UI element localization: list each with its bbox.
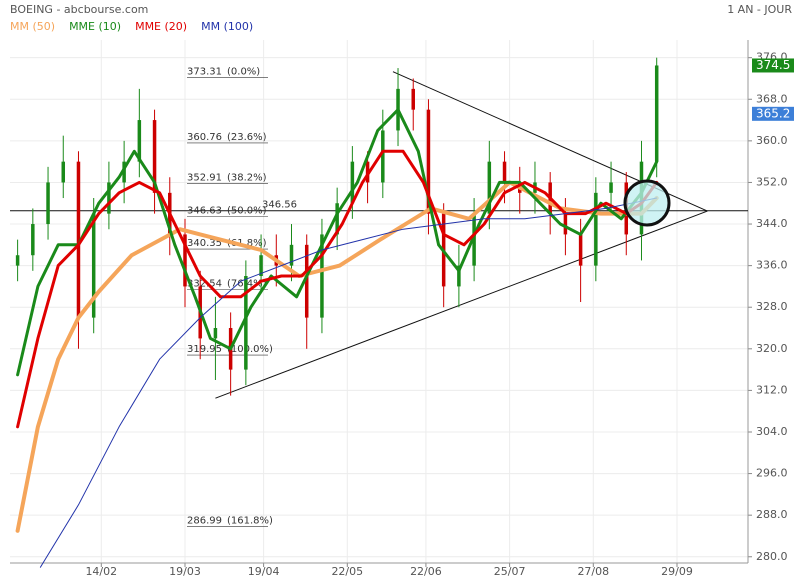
candle-body xyxy=(213,328,218,339)
candle-body xyxy=(61,161,66,183)
x-tick-label: 25/07 xyxy=(494,565,526,578)
candle-body xyxy=(502,161,507,183)
candle-body xyxy=(31,224,35,256)
y-tick-label: 280.0 xyxy=(756,550,788,563)
y-tick-label: 320.0 xyxy=(756,342,788,355)
legend-entry: MME (10) xyxy=(69,20,121,33)
candle-body xyxy=(259,255,263,277)
fib-ratio: (0.0%) xyxy=(227,67,260,78)
fib-ratio: (50.0%) xyxy=(227,205,267,216)
x-tick-label: 29/09 xyxy=(661,565,693,578)
candle-body xyxy=(563,213,568,235)
candle-body xyxy=(472,213,476,266)
candle-body xyxy=(183,234,187,287)
fib-price: 352.91 xyxy=(187,173,222,184)
fib-price: 346.63 xyxy=(187,205,222,216)
y-tick-label: 360.0 xyxy=(756,134,788,147)
price-tag xyxy=(752,58,794,73)
fib-price: 360.76 xyxy=(187,132,222,143)
legend-entry: MME (20) xyxy=(135,20,187,33)
fib-price: 340.35 xyxy=(187,238,222,249)
candle-body xyxy=(578,234,583,266)
candle-body xyxy=(122,161,126,183)
y-tick-label: 328.0 xyxy=(756,300,788,313)
price-tag-label: 365.2 xyxy=(756,106,790,120)
ma-line xyxy=(16,108,659,377)
fib-ratio: (61.8%) xyxy=(227,238,267,249)
candle-body xyxy=(487,161,492,214)
candle-body xyxy=(91,213,96,318)
candle-body xyxy=(152,120,157,193)
y-tick-label: 304.0 xyxy=(756,425,788,438)
candle-body xyxy=(381,130,385,183)
candle-body xyxy=(350,161,355,204)
fib-price: 373.31 xyxy=(187,67,222,78)
fib-ratio: (38.2%) xyxy=(227,173,267,184)
highlight-circle xyxy=(623,179,671,227)
ma-line xyxy=(16,149,659,429)
candle-body xyxy=(289,244,294,266)
candle-body xyxy=(426,109,431,214)
trendline xyxy=(215,210,708,399)
y-tick-label: 296.0 xyxy=(756,467,788,480)
chart-title: BOEING - abcbourse.com xyxy=(10,3,148,16)
candle-body xyxy=(244,276,248,370)
price-tag xyxy=(752,106,794,121)
candle-body xyxy=(304,244,309,318)
x-tick-label: 22/06 xyxy=(410,565,442,578)
candle-body xyxy=(137,120,142,162)
x-tick-label: 19/04 xyxy=(248,565,280,578)
period: 1 AN - JOUR xyxy=(727,3,792,16)
candle-body xyxy=(320,234,324,318)
ma-line xyxy=(39,197,658,568)
x-tick-label: 19/03 xyxy=(169,565,201,578)
candle-body xyxy=(654,65,659,162)
candle-body xyxy=(46,182,50,225)
y-tick-label: 344.0 xyxy=(756,217,788,230)
y-tick-label: 312.0 xyxy=(756,383,788,396)
candle-body xyxy=(107,182,111,214)
fib-price: 332.54 xyxy=(187,279,222,290)
legend-entry: MM (100) xyxy=(201,20,253,33)
price-tag-label: 374.5 xyxy=(756,58,790,72)
x-tick-label: 27/08 xyxy=(577,565,609,578)
y-tick-label: 368.0 xyxy=(756,92,788,105)
candle-body xyxy=(609,182,613,193)
y-tick-label: 336.0 xyxy=(756,259,788,272)
y-tick-label: 288.0 xyxy=(756,508,788,521)
x-tick-label: 14/02 xyxy=(85,565,117,578)
legend-entry: MM (50) xyxy=(10,20,55,33)
x-tick-label: 22/05 xyxy=(331,565,363,578)
candle-body xyxy=(15,255,20,266)
support-label: 346.56 xyxy=(262,200,297,211)
candle-body xyxy=(335,203,339,235)
candle-body xyxy=(457,265,461,287)
fib-ratio: (100.0%) xyxy=(227,344,273,355)
fib-ratio: (23.6%) xyxy=(227,132,267,143)
candle-body xyxy=(411,88,415,110)
fib-price: 319.95 xyxy=(187,344,222,355)
fib-ratio: (161.8%) xyxy=(227,515,273,526)
candle-body xyxy=(76,161,81,318)
fib-price: 286.99 xyxy=(187,515,222,526)
candle-body xyxy=(594,192,598,266)
y-tick-label: 352.0 xyxy=(756,175,788,188)
